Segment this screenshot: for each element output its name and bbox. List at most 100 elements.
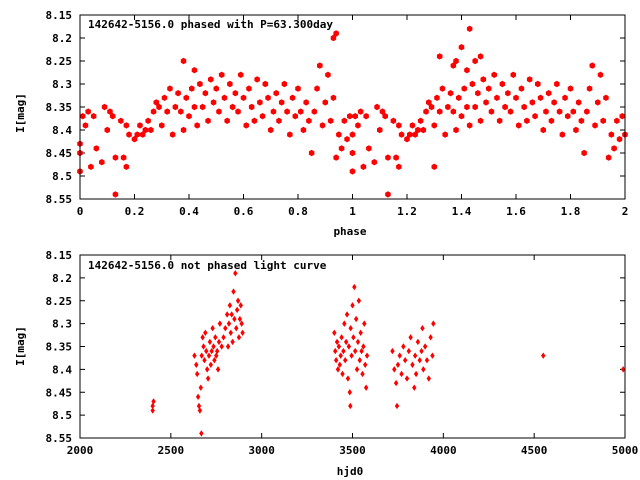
unphased-point — [352, 283, 357, 291]
unphased-point — [150, 407, 155, 414]
phased-point — [431, 122, 437, 129]
phased-point — [548, 117, 555, 124]
phased-point — [330, 94, 337, 101]
phased-point — [543, 108, 549, 115]
unphased-point — [225, 343, 231, 350]
unphased-point — [424, 357, 430, 364]
phased-point — [595, 99, 601, 106]
phased-xtick-label: 1.6 — [506, 205, 526, 218]
phased-xtick-label: 0.8 — [288, 205, 308, 218]
phased-point — [101, 103, 108, 111]
unphased-point — [340, 370, 345, 378]
phased-point — [499, 80, 506, 88]
phased-point — [377, 126, 383, 134]
phased-xtick-label: 0 — [77, 205, 84, 218]
unphased-point — [199, 430, 204, 437]
unphased-point — [216, 338, 222, 346]
phased-point — [611, 145, 617, 152]
phased-point — [120, 154, 127, 161]
unphased-point — [332, 329, 337, 336]
phased-point — [298, 108, 304, 115]
phased-point — [336, 131, 342, 138]
phased-ytick-label: 8.4 — [52, 124, 72, 137]
unphased-point — [217, 320, 223, 327]
phased-point — [396, 122, 402, 129]
phased-point — [464, 103, 470, 111]
phased-point — [80, 113, 86, 120]
phased-ytick-label: 8.45 — [46, 147, 73, 160]
phased-point — [281, 80, 288, 88]
unphased-point — [415, 338, 421, 346]
unphased-point — [420, 325, 425, 332]
unphased-point — [239, 320, 244, 327]
phased-point — [360, 163, 367, 170]
phased-point — [227, 80, 233, 88]
unphased-point — [215, 366, 221, 373]
phased-point — [450, 62, 457, 69]
unphased-point — [343, 338, 349, 346]
phased-point — [317, 62, 323, 69]
unphased-point — [194, 361, 199, 368]
phased-point — [218, 71, 225, 78]
phased-xtick-label: 0.4 — [179, 205, 199, 218]
phased-point — [150, 108, 157, 115]
phased-point — [614, 117, 620, 124]
unphased-point — [349, 352, 354, 359]
phased-point — [398, 131, 405, 138]
unphased-point — [334, 338, 340, 346]
unphased-ytick-label: 8.25 — [46, 295, 73, 308]
phased-xtick-label: 0.6 — [234, 205, 254, 218]
phased-point — [308, 149, 315, 157]
unphased-point — [236, 334, 242, 341]
phased-point — [491, 71, 497, 78]
unphased-xtick-label: 3500 — [339, 444, 366, 457]
unphased-xtick-label: 4500 — [521, 444, 548, 457]
phased-point — [314, 85, 320, 92]
phased-point — [107, 108, 113, 115]
phased-ylabel: I[mag] — [14, 93, 27, 133]
unphased-point — [211, 343, 216, 350]
phased-point — [251, 117, 258, 124]
unphased-xtick-label: 2500 — [158, 444, 185, 457]
phased-point — [390, 117, 397, 124]
unphased-point — [200, 334, 205, 341]
phased-point — [535, 80, 541, 88]
unphased-point — [392, 366, 397, 373]
unphased-ylabel: I[mag] — [14, 326, 27, 366]
unphased-point — [209, 347, 214, 355]
phased-point — [526, 76, 533, 83]
phased-point — [565, 113, 571, 120]
phased-point — [109, 113, 116, 120]
unphased-ytick-label: 8.15 — [46, 249, 73, 262]
unphased-ytick-label: 8.4 — [52, 363, 72, 376]
phased-point — [472, 103, 478, 111]
phased-point — [537, 94, 544, 101]
unphased-point — [350, 302, 355, 309]
phased-point — [131, 136, 138, 143]
phased-point — [496, 117, 503, 124]
phased-point — [554, 80, 560, 88]
phased-point — [352, 113, 358, 120]
unphased-point — [348, 325, 353, 332]
phased-point — [458, 44, 465, 51]
unphased-point — [240, 329, 245, 336]
phased-point — [573, 126, 579, 134]
unphased-point — [541, 352, 546, 359]
phased-point — [191, 67, 198, 74]
phased-point — [213, 85, 219, 92]
unphased-ytick-label: 8.2 — [52, 272, 72, 285]
unphased-xtick-label: 5000 — [612, 444, 639, 457]
unphased-point — [234, 325, 239, 332]
unphased-point — [397, 352, 402, 359]
unphased-point — [197, 407, 203, 414]
unphased-point — [214, 352, 219, 359]
phased-point — [510, 71, 516, 78]
phased-point — [513, 94, 519, 101]
phased-point — [322, 99, 328, 106]
unphased-ytick-label: 8.45 — [46, 386, 73, 399]
phased-point — [545, 90, 552, 97]
phased-point — [145, 117, 151, 124]
phased-point — [589, 62, 596, 69]
phased-point — [199, 103, 206, 111]
phased-point — [229, 103, 236, 111]
